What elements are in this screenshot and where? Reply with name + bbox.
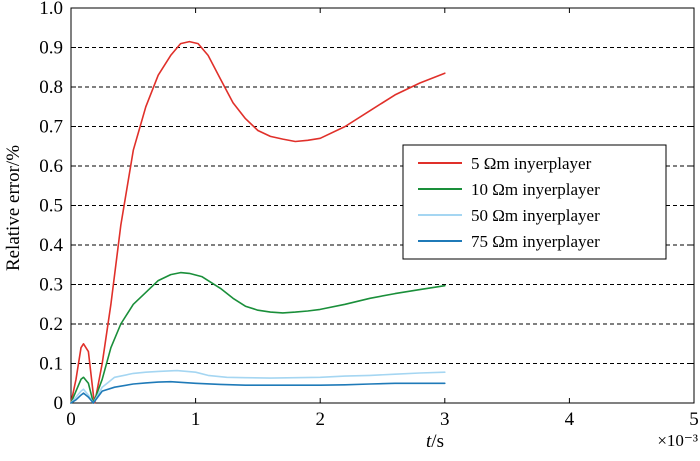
y-tick-label: 0.8 [39,77,63,98]
y-tick-label: 0.4 [39,235,63,256]
x-tick-label: 2 [315,409,325,430]
y-tick-label: 0 [54,393,64,414]
legend-label-4: 75 Ωm inyerplayer [471,232,600,251]
x-axis-label: t/s [426,431,444,452]
legend-label-1: 5 Ωm inyerplayer [471,154,592,173]
y-tick-label: 0.5 [39,196,63,217]
series-lines [70,40,446,404]
x-tick-label: 3 [440,409,450,430]
x-tick-label: 1 [191,409,201,430]
legend: 5 Ωm inyerplayer 10 Ωm inyerplayer 50 Ωm i… [402,144,667,260]
y-tick-label: 0.1 [39,354,63,375]
legend-label-3: 50 Ωm inyerplayer [471,206,600,225]
series-line-3 [70,369,446,404]
y-tick-label: 0.7 [39,117,63,138]
axes [70,7,695,404]
legend-label-2: 10 Ωm inyerplayer [471,180,600,199]
series-line-1 [70,40,446,404]
series-line-2 [70,271,446,404]
series-line-4 [70,380,446,404]
x-axis-exponent-label: ×10⁻³ [657,431,698,450]
y-tick-label: 0.3 [39,275,63,296]
y-tick-label: 1.0 [39,0,63,19]
x-tick-label: 5 [689,409,699,430]
y-axis-label: Relative error/% [3,145,24,271]
x-tick-label: 0 [66,409,76,430]
y-tick-label: 0.2 [39,314,63,335]
y-tick-label: 0.6 [39,156,63,177]
x-tick-label: 4 [565,409,575,430]
tick-labels: 0 1 2 3 4 5 0 0.1 0.2 0.3 0.4 0.5 0.6 0.7 0.8 0.9 1.0 [39,0,699,430]
y-tick-label: 0.9 [39,38,63,59]
